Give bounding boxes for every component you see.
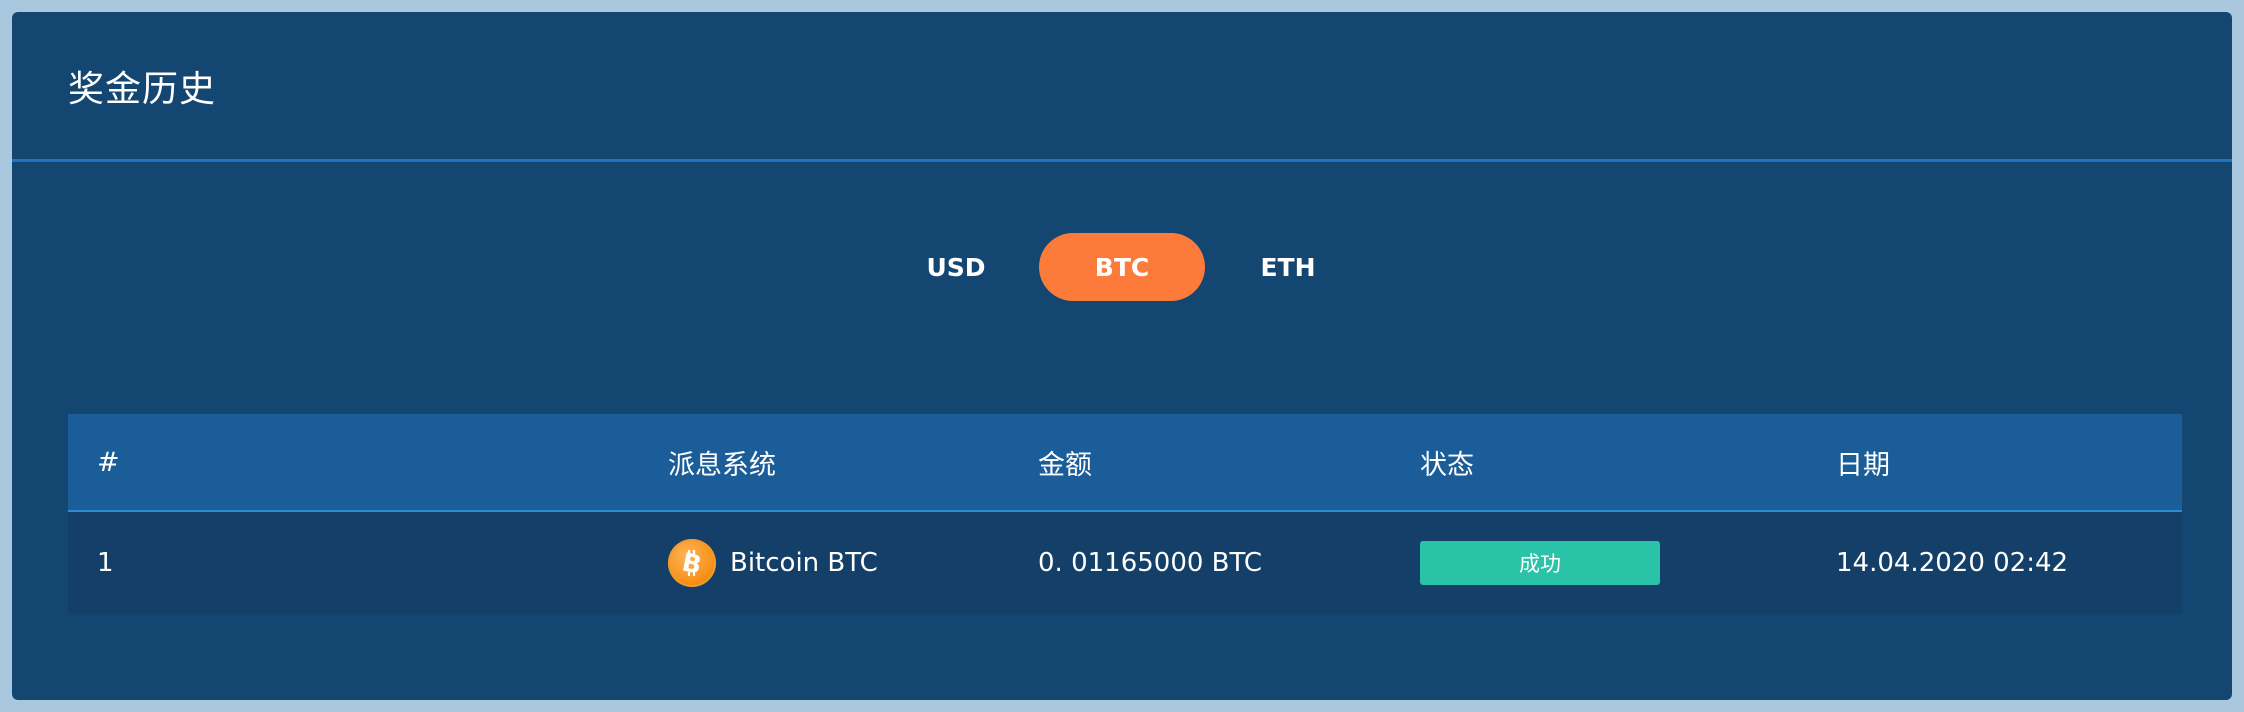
- column-header-index: #: [97, 446, 120, 478]
- column-header-payment-system: 派息系统: [668, 449, 776, 481]
- panel-header: 奖金历史: [12, 12, 2232, 162]
- column-header-amount: 金额: [1038, 449, 1092, 481]
- row-payment-system: B Bitcoin BTC: [668, 539, 878, 587]
- page-title: 奖金历史: [68, 68, 217, 110]
- bonus-history-table: # 派息系统 金额 状态 日期 1 B Bitcoin BTC: [68, 414, 2182, 614]
- tab-btc[interactable]: BTC: [1039, 233, 1205, 301]
- table-row: 1 B Bitcoin BTC 0. 01165000 BTC 成功 14.04: [68, 512, 2182, 614]
- row-date: 14.04.2020 02:42: [1836, 548, 2069, 578]
- column-header-status: 状态: [1420, 449, 1474, 481]
- row-index: 1: [97, 548, 114, 578]
- column-header-date: 日期: [1836, 449, 1890, 481]
- tab-eth[interactable]: ETH: [1205, 233, 1371, 301]
- row-status: 成功: [1420, 541, 1660, 585]
- table-header-row: # 派息系统 金额 状态 日期: [68, 414, 2182, 512]
- bonus-history-panel: 奖金历史 USD BTC ETH # 派息系统 金额 状态 日期 1 B: [12, 12, 2232, 700]
- status-badge: 成功: [1420, 541, 1660, 585]
- currency-tabs: USD BTC ETH: [12, 233, 2232, 301]
- bitcoin-icon: B: [668, 539, 716, 587]
- row-amount: 0. 01165000 BTC: [1038, 548, 1263, 578]
- svg-text:B: B: [680, 548, 705, 578]
- payment-system-label: Bitcoin BTC: [730, 548, 878, 578]
- tab-usd[interactable]: USD: [873, 233, 1039, 301]
